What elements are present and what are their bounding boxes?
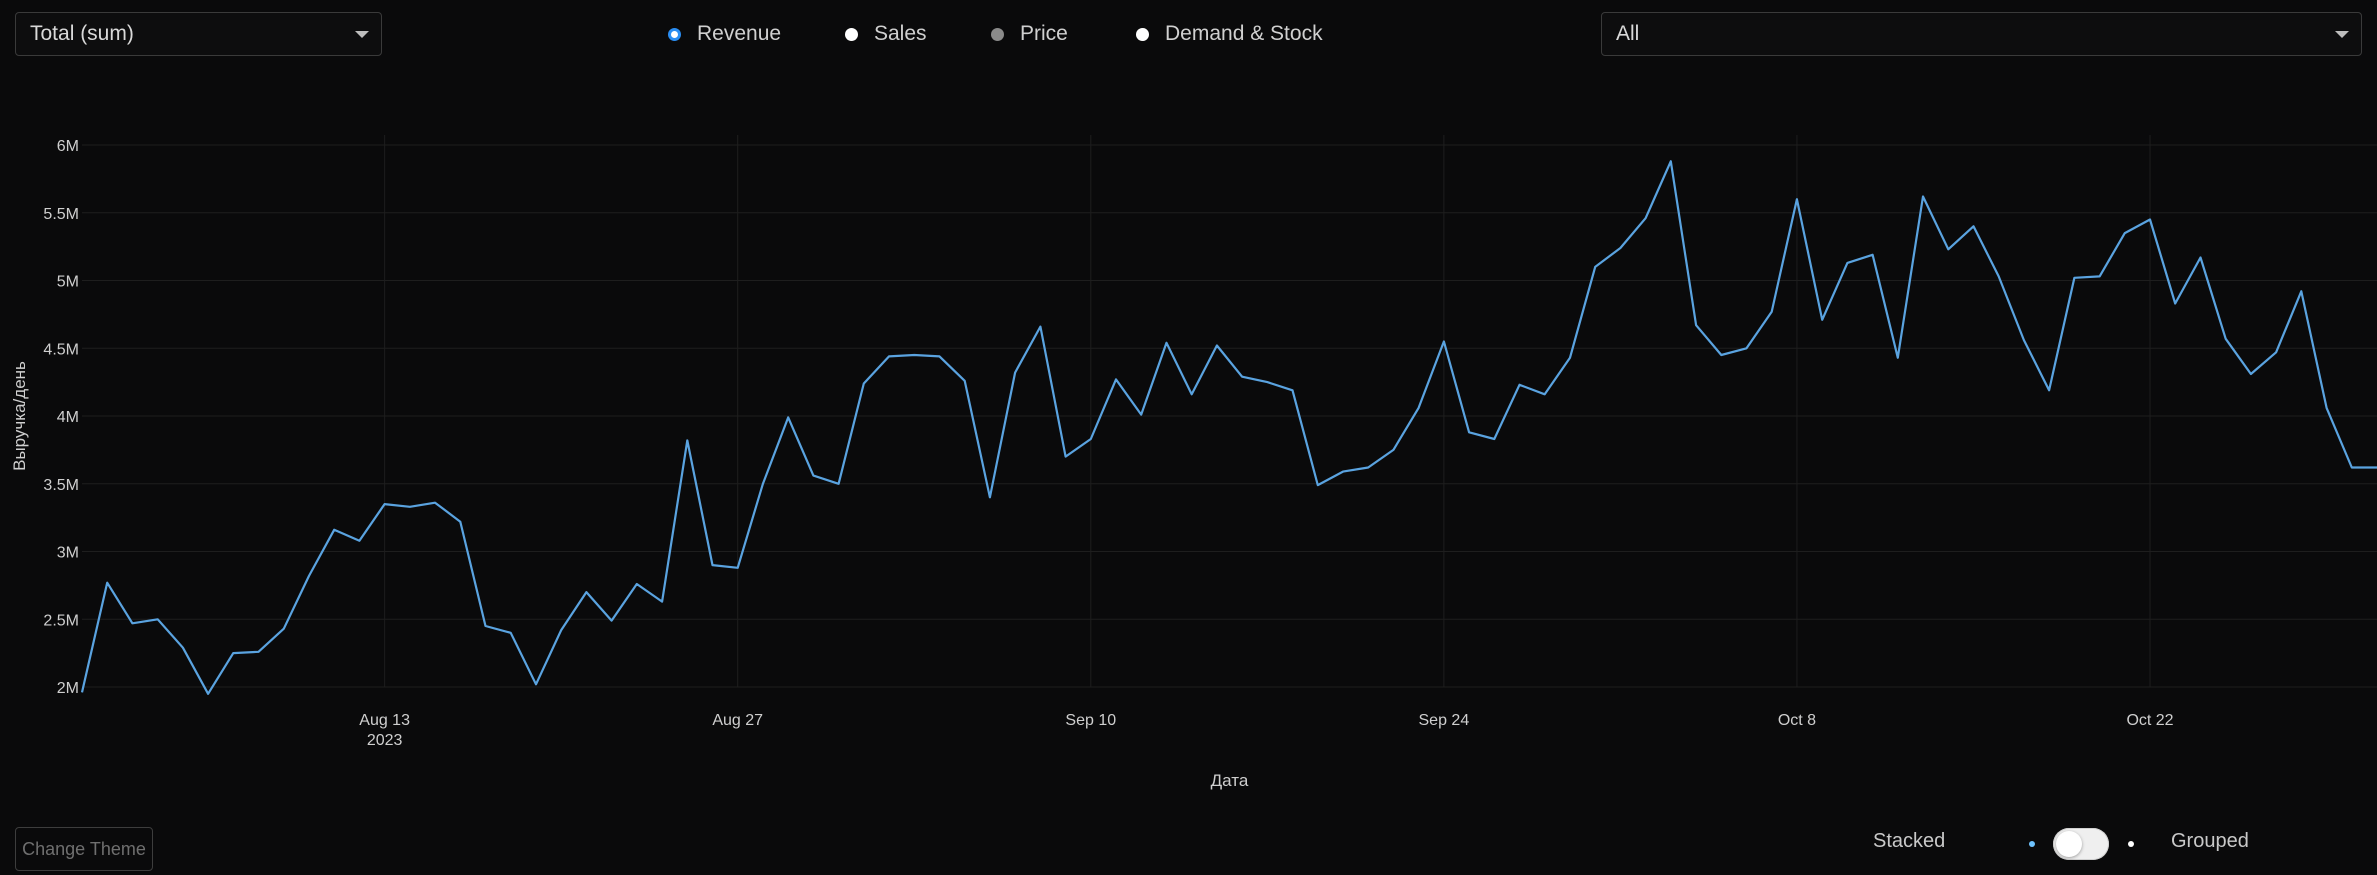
radio-sales[interactable]: Sales (845, 18, 927, 50)
x-tick-year-label: 2023 (367, 732, 403, 749)
x-axis-ticks: Aug 13 2023 Aug 27 Sep 10 Sep 24 Oct 8 Oct 22 (359, 712, 2173, 749)
x-tick-label: Aug 27 (712, 712, 763, 729)
x-tick-label: Sep 10 (1065, 712, 1116, 729)
y-tick-label: 2M (57, 680, 79, 697)
chevron-down-icon (355, 31, 369, 38)
series-layer (80, 160, 2377, 695)
toggle-knob (2056, 831, 2082, 857)
x-tick-label: Oct 22 (2126, 712, 2173, 729)
change-theme-button[interactable]: Change Theme (15, 827, 153, 871)
bottom-bar: Change Theme Stacked Grouped (0, 820, 2377, 875)
radio-label: Revenue (697, 22, 782, 45)
radio-demand-stock[interactable]: Demand & Stock (1136, 18, 1323, 50)
radio-button-icon (991, 27, 1004, 41)
x-tick-label: Aug 13 (359, 712, 410, 729)
grouped-label: Grouped (2171, 830, 2249, 852)
filter-select-value: All (1616, 22, 1640, 45)
x-tick-label: Sep 24 (1419, 712, 1470, 729)
radio-price[interactable]: Price (991, 18, 1068, 50)
radio-button-icon (1136, 27, 1149, 41)
grouped-indicator-dot (2128, 841, 2134, 847)
y-tick-label: 4.5M (43, 341, 79, 358)
control-bar: Total (sum) Revenue Sales Price Demand &… (0, 0, 2377, 70)
y-axis-ticks: 2M 2.5M 3M 3.5M 4M 4.5M 5M 5.5M 6M (43, 138, 79, 697)
aggregation-select[interactable]: Total (sum) (15, 12, 382, 56)
chevron-down-icon (2335, 31, 2349, 38)
stacked-indicator-dot (2029, 841, 2035, 847)
y-tick-label: 4M (57, 409, 79, 426)
y-tick-label: 2.5M (43, 612, 79, 629)
aggregation-select-value: Total (sum) (30, 22, 134, 45)
y-tick-label: 3.5M (43, 477, 79, 494)
revenue-series-line (80, 160, 2377, 695)
y-tick-label: 5M (57, 274, 79, 291)
radio-button-icon (668, 27, 681, 41)
radio-label: Sales (874, 22, 927, 45)
y-tick-label: 5.5M (43, 206, 79, 223)
radio-label: Demand & Stock (1165, 22, 1323, 45)
y-tick-label: 6M (57, 138, 79, 155)
x-tick-label: Oct 8 (1778, 712, 1816, 729)
stacked-grouped-toggle[interactable] (2053, 828, 2109, 860)
grid-lines (82, 135, 2377, 688)
stacked-label: Stacked (1873, 830, 1946, 852)
x-axis-title: Дата (1211, 771, 1249, 790)
filter-select[interactable]: All (1601, 12, 2362, 56)
radio-label: Price (1020, 22, 1068, 45)
radio-revenue[interactable]: Revenue (668, 18, 781, 50)
y-tick-label: 3M (57, 545, 79, 562)
radio-button-icon (845, 27, 858, 41)
y-axis-title: Выручка/день (10, 361, 29, 471)
